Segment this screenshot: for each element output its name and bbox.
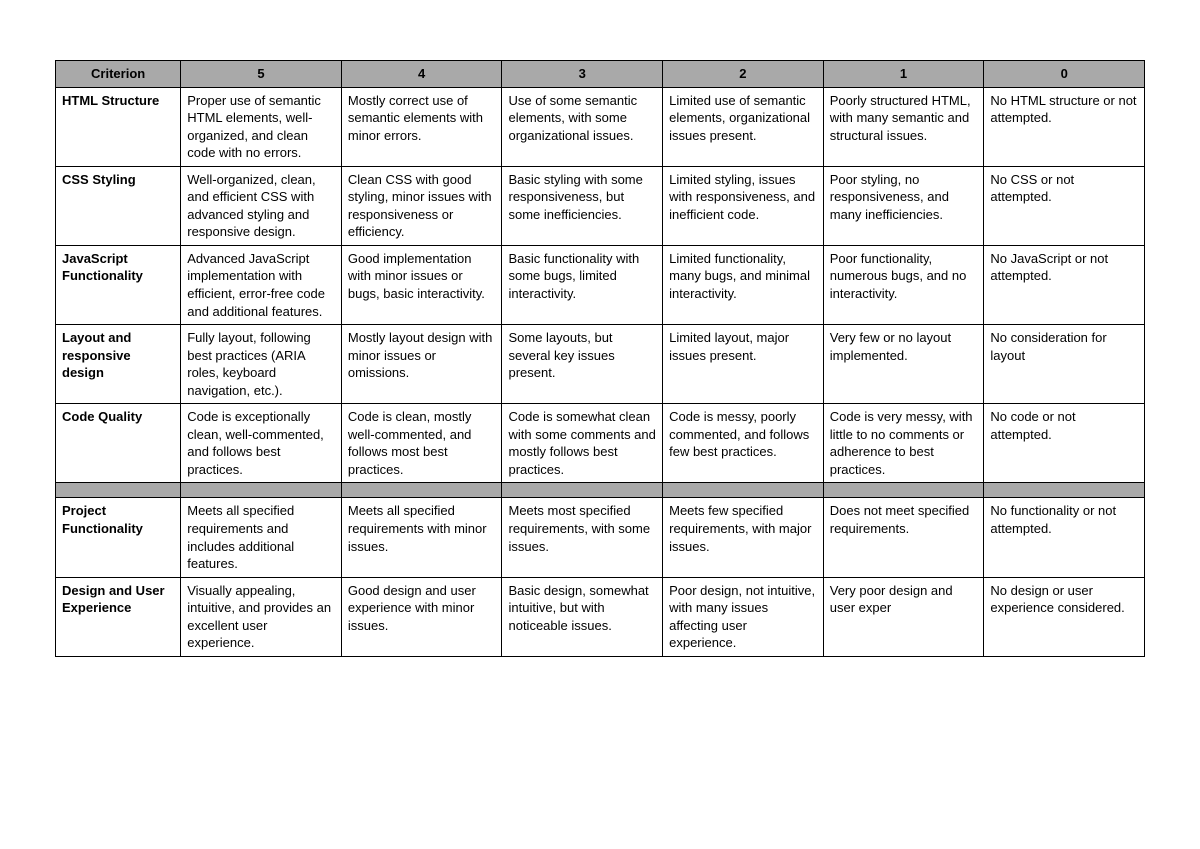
rubric-cell: Mostly layout design with minor issues o… xyxy=(341,325,502,404)
rubric-cell: No functionality or not attempted. xyxy=(984,498,1145,577)
rubric-cell: No design or user experience considered. xyxy=(984,577,1145,656)
rubric-cell: Code is somewhat clean with some comment… xyxy=(502,404,663,483)
criterion-name: HTML Structure xyxy=(56,87,181,166)
rubric-cell: Code is messy, poorly commented, and fol… xyxy=(663,404,824,483)
rubric-cell: Good implementation with minor issues or… xyxy=(341,245,502,324)
table-row: Design and User ExperienceVisually appea… xyxy=(56,577,1145,656)
table-header-row: Criterion543210 xyxy=(56,61,1145,88)
rubric-cell: Poor design, not intuitive, with many is… xyxy=(663,577,824,656)
col-header-score-1: 1 xyxy=(823,61,984,88)
rubric-cell: Meets all specified requirements and inc… xyxy=(181,498,342,577)
criterion-name: Project Functionality xyxy=(56,498,181,577)
rubric-cell: Poorly structured HTML, with many semant… xyxy=(823,87,984,166)
table-row: Code QualityCode is exceptionally clean,… xyxy=(56,404,1145,483)
rubric-cell: Code is clean, mostly well-commented, an… xyxy=(341,404,502,483)
rubric-cell: Very few or no layout implemented. xyxy=(823,325,984,404)
col-header-score-0: 0 xyxy=(984,61,1145,88)
rubric-cell: Visually appealing, intuitive, and provi… xyxy=(181,577,342,656)
rubric-cell: Basic design, somewhat intuitive, but wi… xyxy=(502,577,663,656)
rubric-cell: Meets all specified requirements with mi… xyxy=(341,498,502,577)
rubric-cell: Proper use of semantic HTML elements, we… xyxy=(181,87,342,166)
table-row: Layout and responsive designFully layout… xyxy=(56,325,1145,404)
rubric-cell: Clean CSS with good styling, minor issue… xyxy=(341,166,502,245)
criterion-name: Code Quality xyxy=(56,404,181,483)
rubric-cell: Limited styling, issues with responsiven… xyxy=(663,166,824,245)
rubric-cell: Code is exceptionally clean, well-commen… xyxy=(181,404,342,483)
rubric-cell: Very poor design and user exper xyxy=(823,577,984,656)
rubric-cell: Meets most specified requirements, with … xyxy=(502,498,663,577)
col-header-score-2: 2 xyxy=(663,61,824,88)
rubric-cell: Poor functionality, numerous bugs, and n… xyxy=(823,245,984,324)
rubric-cell: No consideration for layout xyxy=(984,325,1145,404)
criterion-name: CSS Styling xyxy=(56,166,181,245)
table-row: HTML StructureProper use of semantic HTM… xyxy=(56,87,1145,166)
rubric-cell: Poor styling, no responsiveness, and man… xyxy=(823,166,984,245)
rubric-cell: Well-organized, clean, and efficient CSS… xyxy=(181,166,342,245)
criterion-name: Layout and responsive design xyxy=(56,325,181,404)
col-header-score-3: 3 xyxy=(502,61,663,88)
rubric-cell: Basic functionality with some bugs, limi… xyxy=(502,245,663,324)
rubric-cell: Meets few specified requirements, with m… xyxy=(663,498,824,577)
criterion-name: JavaScript Functionality xyxy=(56,245,181,324)
rubric-cell: Mostly correct use of semantic elements … xyxy=(341,87,502,166)
rubric-cell: Use of some semantic elements, with some… xyxy=(502,87,663,166)
section-divider xyxy=(56,483,1145,498)
rubric-cell: No JavaScript or not attempted. xyxy=(984,245,1145,324)
rubric-cell: Limited layout, major issues present. xyxy=(663,325,824,404)
col-header-score-5: 5 xyxy=(181,61,342,88)
criterion-name: Design and User Experience xyxy=(56,577,181,656)
rubric-cell: Basic styling with some responsiveness, … xyxy=(502,166,663,245)
rubric-table: Criterion543210 HTML StructureProper use… xyxy=(55,60,1145,657)
rubric-cell: Good design and user experience with min… xyxy=(341,577,502,656)
col-header-criterion: Criterion xyxy=(56,61,181,88)
table-row: Project FunctionalityMeets all specified… xyxy=(56,498,1145,577)
rubric-cell: No code or not attempted. xyxy=(984,404,1145,483)
rubric-cell: Limited use of semantic elements, organi… xyxy=(663,87,824,166)
rubric-cell: Some layouts, but several key issues pre… xyxy=(502,325,663,404)
table-row: JavaScript FunctionalityAdvanced JavaScr… xyxy=(56,245,1145,324)
rubric-cell: Code is very messy, with little to no co… xyxy=(823,404,984,483)
rubric-cell: No HTML structure or not attempted. xyxy=(984,87,1145,166)
rubric-cell: No CSS or not attempted. xyxy=(984,166,1145,245)
rubric-cell: Limited functionality, many bugs, and mi… xyxy=(663,245,824,324)
table-row: CSS StylingWell-organized, clean, and ef… xyxy=(56,166,1145,245)
rubric-cell: Advanced JavaScript implementation with … xyxy=(181,245,342,324)
col-header-score-4: 4 xyxy=(341,61,502,88)
rubric-cell: Fully layout, following best practices (… xyxy=(181,325,342,404)
rubric-cell: Does not meet specified requirements. xyxy=(823,498,984,577)
